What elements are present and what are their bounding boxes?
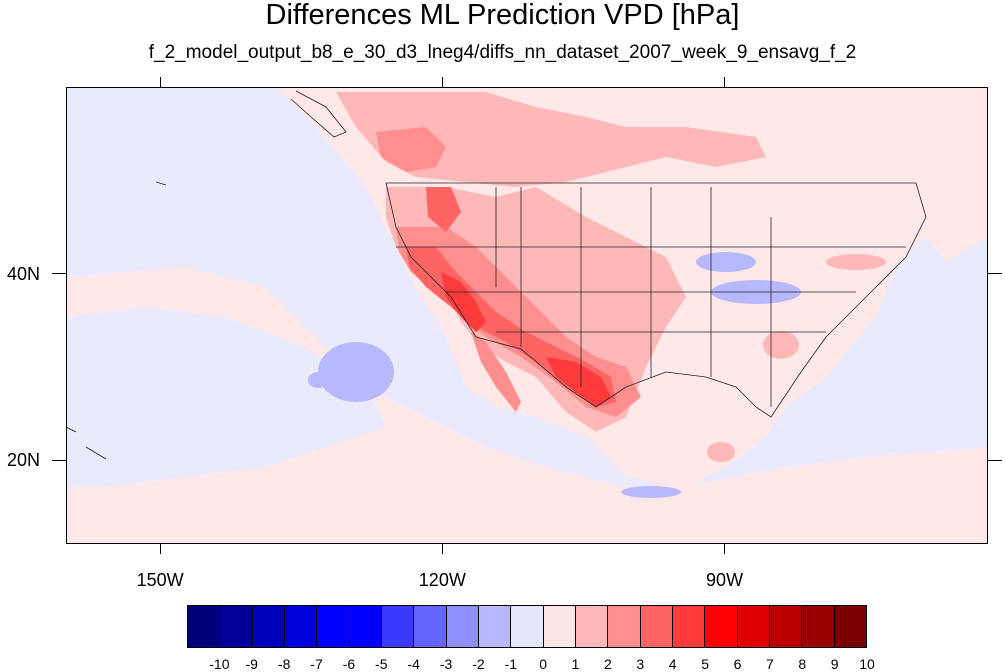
colorbar-swatch — [834, 606, 866, 647]
colorbar-label: -5 — [375, 656, 388, 672]
x-tick-mark — [441, 77, 443, 87]
colorbar-swatch — [381, 606, 415, 647]
colorbar-swatch — [705, 606, 738, 647]
gulf-negative-blob — [621, 486, 681, 498]
colorbar — [187, 605, 867, 648]
y-tick-mark — [988, 273, 1002, 275]
colorbar-label: -3 — [439, 656, 453, 672]
political-boundaries — [66, 90, 927, 460]
colorbar-label: -2 — [472, 656, 485, 672]
colorbar-label: -7 — [310, 656, 323, 672]
map-field-layer — [66, 87, 988, 544]
colorbar-swatch — [608, 606, 641, 647]
x-tick-mark — [724, 544, 726, 554]
map-subtitle: f_2_model_output_b8_e_30_d3_lneg4/diffs_… — [148, 42, 857, 63]
colorbar-label: 6 — [733, 656, 742, 672]
texas-strongest — [546, 357, 611, 407]
colorbar-label: 5 — [701, 656, 709, 672]
oregon-strong — [426, 187, 461, 232]
colorbar-label: -4 — [407, 656, 420, 672]
y-tick-label: 40N — [6, 263, 40, 284]
colorbar-swatch — [575, 606, 609, 647]
colorbar-label: -10 — [209, 656, 230, 672]
colorbar-swatch — [317, 606, 350, 647]
pacific-negative-blob — [318, 342, 394, 402]
colorbar-label: 1 — [571, 656, 580, 672]
x-tick-label: 90W — [706, 570, 744, 590]
south-positive-band — [66, 267, 988, 544]
y-tick-mark — [52, 459, 66, 461]
colorbar-swatch — [543, 606, 576, 647]
midwest-negative-blob — [696, 252, 756, 272]
colorbar-swatch — [414, 606, 447, 647]
mexico-south-positive — [707, 442, 735, 462]
x-tick-label: 120W — [418, 570, 466, 590]
colorbar-swatch — [349, 606, 382, 647]
california-strongest — [441, 272, 486, 332]
map-title: Differences ML Prediction VPD [hPa] — [265, 0, 740, 31]
colorbar-swatch — [446, 606, 479, 647]
x-tick-mark — [159, 544, 161, 554]
colorbar-label: 10 — [859, 656, 875, 672]
colorbar-label: -1 — [504, 656, 518, 672]
colorbar-swatch — [640, 606, 673, 647]
colorbar-swatch — [737, 606, 770, 647]
colorbar-label: 9 — [830, 656, 839, 672]
colorbar-swatch — [511, 606, 544, 647]
canada-positive-region — [336, 92, 766, 187]
colorbar-swatch — [672, 606, 706, 647]
baja-positive — [471, 332, 521, 412]
colorbar-swatch — [802, 606, 835, 647]
y-tick-mark — [52, 273, 66, 275]
x-tick-mark — [441, 544, 443, 554]
colorbar-swatch — [284, 606, 318, 647]
colorbar-label: 4 — [668, 656, 677, 672]
canada-stronger-patch — [376, 127, 446, 172]
colorbar-swatch — [188, 606, 221, 647]
colorbar-label: 8 — [798, 656, 807, 672]
colorbar-swatch — [769, 606, 803, 647]
colorbar-label: -8 — [277, 656, 291, 672]
y-tick-label: 20N — [6, 450, 40, 471]
colorbar-label: 0 — [539, 656, 548, 672]
colorbar-swatch — [220, 606, 253, 647]
colorbar-label: -9 — [245, 656, 258, 672]
x-tick-mark — [724, 77, 726, 87]
colorbar-label: 3 — [636, 656, 645, 672]
x-tick-label: 150W — [136, 570, 184, 590]
colorbar-swatch — [478, 606, 512, 647]
colorbar-label: 7 — [765, 656, 774, 672]
colorbar-label: -6 — [342, 656, 356, 672]
northeast-positive — [826, 254, 886, 270]
georgia-positive — [763, 331, 799, 359]
colorbar-label: 2 — [604, 656, 612, 672]
pacific-negative-small — [308, 372, 328, 388]
pacific-negative-patch — [66, 307, 386, 487]
colorbar-swatch — [252, 606, 285, 647]
y-tick-mark — [988, 459, 1002, 461]
x-tick-mark — [159, 77, 161, 87]
vpd-difference-map — [66, 87, 988, 544]
